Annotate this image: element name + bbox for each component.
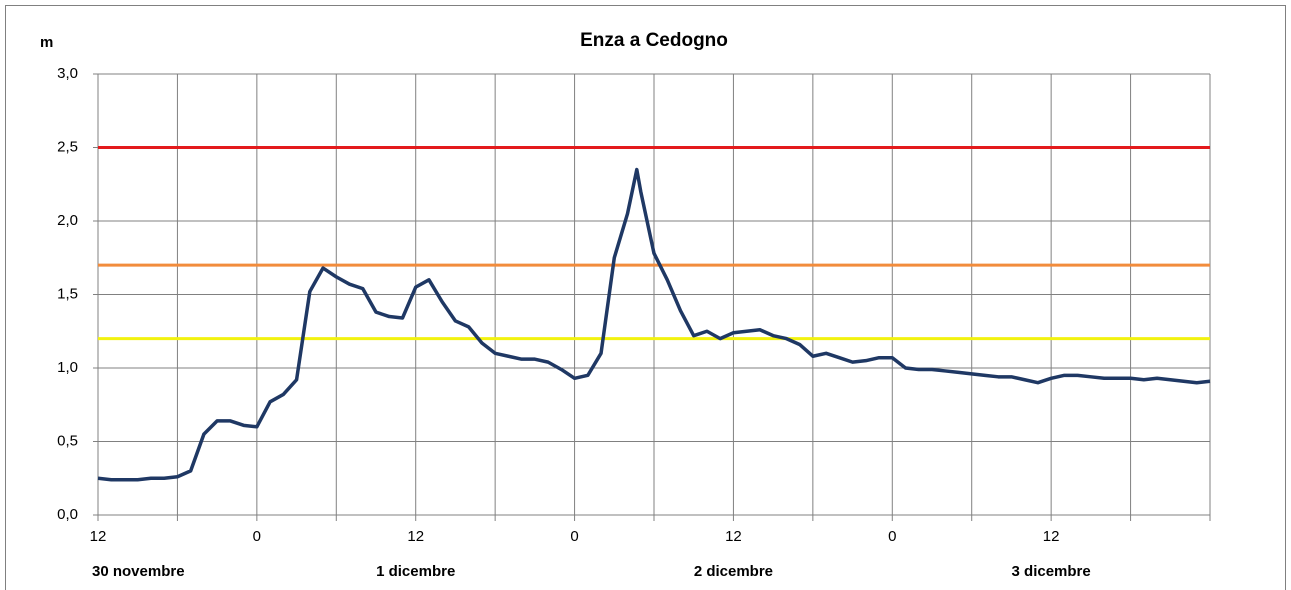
y-tick-label: 1,0 [57,359,78,376]
y-tick-label: 0,5 [57,432,78,449]
x-tick-label: 12 [90,528,107,545]
chart-title: Enza a Cedogno [580,30,728,51]
day-label: 1 dicembre [376,563,455,580]
data-line [97,167,1211,482]
y-tick-label: 2,5 [57,138,78,155]
y-tick-label: 1,5 [57,285,78,302]
y-tick-label: 3,0 [57,65,78,82]
x-tick-label: 0 [888,528,896,545]
chart-border [5,5,1286,590]
x-tick-label: 12 [407,528,424,545]
day-label: 2 dicembre [694,563,773,580]
x-tick-label: 0 [253,528,261,545]
y-tick-label: 0,0 [57,506,78,523]
x-tick-label: 0 [570,528,578,545]
day-label: 30 novembre [92,563,185,580]
y-tick-label: 2,0 [57,212,78,229]
x-tick-label: 12 [1043,528,1060,545]
x-tick-label: 12 [725,528,742,545]
day-label: 3 dicembre [1012,563,1091,580]
y-axis-label: m [40,34,53,51]
